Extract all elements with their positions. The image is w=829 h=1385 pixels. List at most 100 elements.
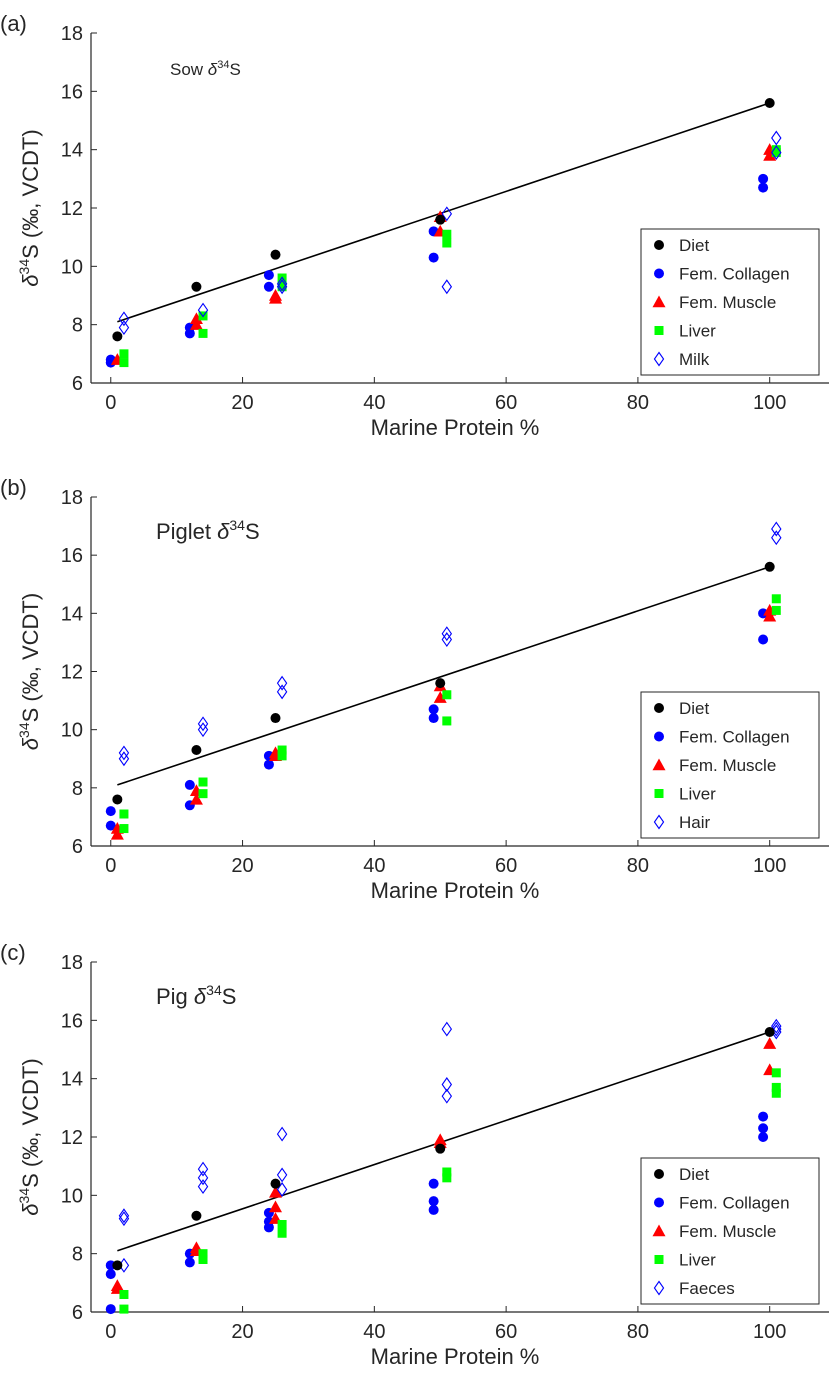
inset-title-element: S [222, 984, 237, 1009]
data-point [441, 1077, 453, 1092]
x-tick-label: 40 [363, 855, 385, 877]
inset-title-superscript: 34 [229, 517, 245, 533]
y-axis-label: δ34S (‰, VCDT) [16, 1058, 43, 1215]
data-point [198, 777, 208, 787]
y-tick-label: 10 [61, 1185, 83, 1207]
y-axis-label-rest: S (‰, VCDT) [18, 129, 43, 259]
data-point [442, 1173, 452, 1183]
y-axis-label-delta: δ [18, 737, 43, 750]
panel-2: (b) 6 8 10 12 14 16 18 0 20 40 60 80 100 Marine Protei… [0, 475, 829, 903]
data-point [263, 1216, 274, 1227]
data-point [771, 1068, 781, 1078]
y-axis-label-superscript: 34 [16, 722, 32, 738]
data-point [763, 1037, 777, 1049]
data-point [277, 1220, 287, 1229]
x-tick-label: 100 [753, 392, 786, 414]
legend-marker [654, 268, 664, 279]
x-axis-label: Marine Protein % [371, 878, 540, 903]
x-tick-label: 60 [495, 392, 517, 414]
panel-label: (c) [0, 940, 26, 965]
data-point [277, 751, 287, 761]
legend-label: Fem. Muscle [679, 756, 776, 775]
data-point [442, 716, 452, 726]
series-liver [119, 594, 781, 834]
legend-label: Faeces [679, 1279, 735, 1298]
data-point [276, 276, 288, 292]
y-tick-label: 6 [72, 373, 83, 395]
regression-line [117, 566, 770, 786]
inset-title-prefix: Sow [170, 60, 208, 79]
data-point [118, 745, 130, 761]
data-point [269, 1200, 282, 1213]
x-tick-label: 100 [753, 855, 786, 877]
legend: Diet Fem. Collagen Fem. Muscle Liver Hair [640, 691, 820, 839]
legend-label: Liver [679, 322, 716, 341]
x-tick-label: 20 [231, 1321, 253, 1343]
data-point [118, 311, 130, 327]
inset-title: Piglet δ34S [156, 517, 260, 544]
inset-title-delta: δ [208, 60, 218, 79]
data-point [771, 130, 782, 146]
y-axis-label-rest: S (‰, VCDT) [18, 593, 43, 723]
legend-label: Fem. Collagen [679, 728, 790, 747]
legend-box [640, 228, 820, 376]
data-point [442, 229, 452, 239]
data-point [118, 1208, 130, 1224]
y-tick-label: 14 [61, 603, 83, 625]
legend-marker [654, 1169, 664, 1179]
data-point [270, 249, 281, 260]
legend-label: Liver [679, 785, 716, 804]
legend-label: Fem. Collagen [679, 1194, 790, 1213]
x-tick-label: 0 [105, 1321, 116, 1343]
y-tick-label: 12 [61, 1127, 83, 1149]
x-tick-label: 40 [363, 1321, 385, 1343]
data-point [197, 302, 209, 318]
y-axis-label: δ34S (‰, VCDT) [16, 593, 43, 750]
data-point [771, 1082, 781, 1092]
data-point [428, 704, 439, 715]
data-point [118, 751, 130, 767]
data-point [758, 173, 769, 184]
legend-marker [653, 814, 665, 830]
data-point [119, 809, 129, 819]
data-point [276, 1126, 288, 1142]
data-point [112, 1260, 123, 1271]
data-point [771, 1088, 781, 1098]
legend-label: Fem. Muscle [679, 1222, 776, 1241]
data-point [112, 331, 123, 342]
data-point [428, 252, 439, 263]
legend: Diet Fem. Collagen Fem. Muscle Liver Faeces [640, 1157, 820, 1305]
data-point [276, 279, 288, 295]
data-point [184, 1257, 195, 1268]
data-point [764, 1027, 775, 1037]
data-point [428, 1204, 439, 1215]
data-point [118, 1211, 130, 1227]
data-point [276, 1167, 288, 1183]
panel-3: (c) 6 8 10 12 14 16 18 0 20 40 60 80 100 Marine Protei… [0, 940, 829, 1369]
data-point [191, 745, 202, 756]
data-point [771, 145, 782, 161]
data-point [441, 206, 453, 222]
inset-title-delta: δ [217, 519, 230, 544]
data-point [435, 1143, 446, 1154]
legend-marker [654, 1197, 664, 1208]
data-point [270, 713, 281, 724]
data-point [441, 1088, 453, 1104]
data-point [771, 605, 781, 615]
x-tick-label: 0 [105, 392, 116, 414]
data-point [758, 1123, 769, 1134]
data-point [276, 1182, 288, 1197]
legend-marker [653, 351, 665, 367]
data-point [197, 716, 209, 732]
data-point [263, 281, 274, 292]
y-tick-label: 8 [72, 778, 83, 800]
series-faeces [118, 1018, 782, 1273]
data-point [198, 328, 208, 338]
data-point [197, 1179, 209, 1195]
data-point [119, 358, 129, 368]
y-tick-label: 18 [61, 23, 83, 45]
data-point [428, 713, 439, 724]
x-tick-label: 20 [231, 855, 253, 877]
y-tick-label: 10 [61, 720, 83, 742]
data-point [758, 608, 769, 619]
